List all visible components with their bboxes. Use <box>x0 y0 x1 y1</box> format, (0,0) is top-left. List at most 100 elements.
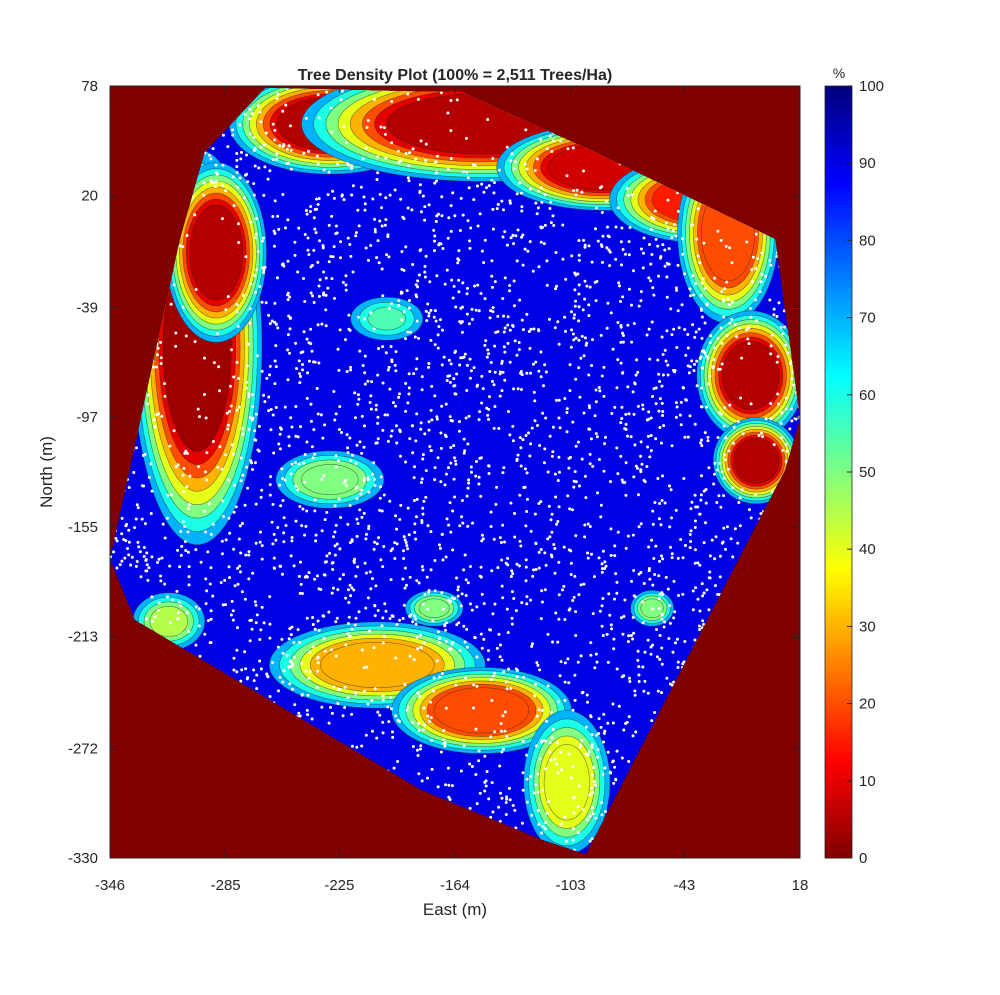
tree-point <box>546 684 550 688</box>
tree-point <box>257 424 261 428</box>
colorbar-segment <box>825 105 852 110</box>
tree-point <box>567 466 571 470</box>
tree-point <box>519 370 523 374</box>
tree-point <box>315 656 319 660</box>
tree-point <box>229 404 233 408</box>
colorbar-segment <box>825 224 852 230</box>
tree-point <box>571 599 575 603</box>
tree-point <box>406 330 410 334</box>
tree-point <box>570 328 574 332</box>
tree-point <box>506 323 510 327</box>
tree-point <box>390 302 394 306</box>
tree-point <box>376 437 380 441</box>
tree-point <box>623 252 627 256</box>
tree-point <box>542 384 546 388</box>
tree-point <box>605 246 609 250</box>
tree-point <box>621 632 625 636</box>
tree-point <box>333 296 337 300</box>
tree-point <box>698 261 702 265</box>
tree-point <box>641 251 645 255</box>
tree-point <box>527 330 531 334</box>
tree-point <box>448 374 452 378</box>
tree-point <box>363 689 367 693</box>
tree-point <box>488 316 492 320</box>
tree-point <box>441 328 445 332</box>
tree-point <box>491 157 495 161</box>
tree-point <box>688 414 692 418</box>
tree-point <box>289 167 293 171</box>
tree-point <box>577 292 581 296</box>
tree-point <box>323 423 327 427</box>
tree-point <box>722 299 726 303</box>
tree-point <box>580 190 584 194</box>
colorbar-tick-label: 50 <box>859 464 876 481</box>
tree-point <box>650 538 654 542</box>
tree-point <box>482 261 486 265</box>
tree-point <box>498 643 502 647</box>
tree-point <box>452 477 456 481</box>
tree-point <box>428 719 432 723</box>
tree-point <box>366 258 370 262</box>
tree-point <box>673 641 677 645</box>
tree-point <box>236 185 240 189</box>
tree-point <box>523 162 527 166</box>
tree-point <box>501 596 505 600</box>
tree-point <box>665 676 669 680</box>
tree-point <box>249 618 253 622</box>
tree-point <box>186 507 190 511</box>
tree-point <box>379 558 383 562</box>
tree-point <box>776 354 780 358</box>
tree-point <box>401 616 405 620</box>
tree-point <box>412 476 416 480</box>
tree-point <box>648 577 652 581</box>
tree-point <box>704 286 708 290</box>
tree-point <box>505 795 509 799</box>
tree-point <box>568 607 572 611</box>
tree-point <box>188 474 192 478</box>
tree-point <box>713 472 717 476</box>
colorbar-segment <box>825 132 852 137</box>
tree-point <box>286 161 290 165</box>
tree-point <box>211 594 215 598</box>
tree-point <box>702 622 706 626</box>
x-axis-label: East (m) <box>423 900 487 919</box>
tree-point <box>159 356 163 360</box>
tree-point <box>337 368 341 372</box>
tree-point <box>634 373 638 377</box>
tree-point <box>653 710 657 714</box>
tree-point <box>441 607 445 611</box>
tree-point <box>700 366 704 370</box>
tree-point <box>290 687 294 691</box>
tree-point <box>579 654 583 658</box>
tree-point <box>510 569 514 573</box>
tree-point <box>402 310 406 314</box>
tree-point <box>465 170 469 174</box>
tree-point <box>552 223 556 227</box>
tree-point <box>357 224 361 228</box>
tree-point <box>400 318 404 322</box>
tree-point <box>668 621 672 625</box>
colorbar-segment <box>825 634 852 639</box>
tree-point <box>452 284 456 288</box>
tree-point <box>417 772 421 776</box>
tree-point <box>300 591 304 595</box>
tree-point <box>703 321 707 325</box>
tree-point <box>426 302 430 306</box>
tree-point <box>300 693 304 697</box>
tree-point <box>540 740 544 744</box>
tree-point <box>421 457 425 461</box>
tree-point <box>619 340 623 344</box>
tree-point <box>489 309 493 313</box>
tree-point <box>601 634 605 638</box>
tree-point <box>393 188 397 192</box>
tree-point <box>270 520 274 524</box>
tree-point <box>307 359 311 363</box>
tree-point <box>183 524 187 528</box>
tree-point <box>183 451 187 455</box>
colorbar-segment <box>825 522 852 527</box>
colorbar-segment <box>825 707 852 712</box>
colorbar-segment <box>825 89 852 95</box>
tree-point <box>326 193 330 197</box>
tree-point <box>753 298 757 302</box>
